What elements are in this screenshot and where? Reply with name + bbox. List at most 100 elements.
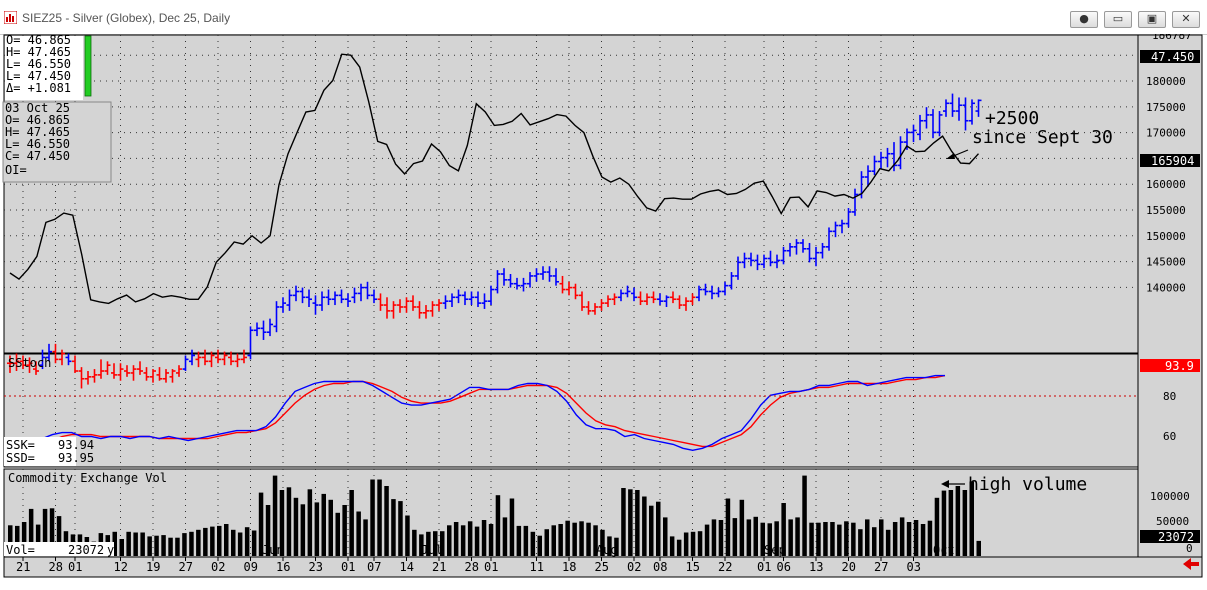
volume-bar	[656, 501, 661, 556]
ohlc-bar	[189, 349, 195, 366]
x-axis-day-label: 14	[400, 560, 414, 574]
close-icon: ✕	[1181, 12, 1191, 25]
x-axis-day-label: 08	[653, 560, 667, 574]
ohlc-bar	[891, 142, 897, 172]
volume-bar	[433, 531, 438, 556]
x-axis-day-label: 02	[627, 560, 641, 574]
ohlc-bar	[683, 297, 689, 311]
ohlc-bar	[39, 349, 46, 370]
x-axis-day-label: 22	[718, 560, 732, 574]
ohlc-bar	[657, 293, 663, 306]
volume-bar	[690, 531, 696, 556]
ohlc-bar	[325, 289, 332, 306]
ohlc-change: Δ= +1.081	[6, 81, 71, 95]
volume-bar	[8, 525, 13, 556]
volume-bar	[767, 523, 772, 556]
ohlc-bar	[956, 97, 962, 121]
volume-bar	[760, 522, 765, 556]
ohlc-bar	[566, 281, 572, 296]
ohlc-bar	[280, 297, 286, 313]
volume-bar	[635, 490, 640, 556]
volume-bar	[286, 487, 292, 556]
ohlc-bar	[689, 293, 696, 306]
ohlc-bar	[897, 136, 904, 170]
silver-futures-chart[interactable]: O= 46.865 H= 47.465 L= 46.550 L= 47.450 …	[0, 34, 1207, 590]
x-axis-day-label: 11	[530, 560, 544, 574]
ohlc-bar	[228, 351, 234, 366]
ohlc-info-box	[5, 36, 83, 100]
ssk-value: 93.94	[58, 438, 94, 452]
minimize-button[interactable]: ▭	[1104, 11, 1132, 28]
volume-bar	[467, 521, 473, 556]
volume-bar	[858, 529, 863, 556]
x-axis-day-label: 03	[907, 560, 921, 574]
ohlc-bar	[137, 361, 143, 375]
ohlc-bar	[819, 242, 826, 259]
volume-bar	[509, 498, 515, 556]
ohlc-bar	[624, 285, 631, 298]
volume-bar	[15, 525, 20, 556]
price-axis-label: 145000	[1146, 256, 1186, 269]
volume-bar	[676, 539, 682, 556]
title-bar[interactable]: SIEZ25 - Silver (Globex), Dec 25, Daily …	[0, 0, 1207, 35]
volume-bar	[732, 518, 738, 556]
volume-last-value: 23072	[1158, 530, 1194, 544]
ohlc-bar	[59, 349, 65, 366]
ssk-line	[32, 374, 945, 452]
volume-bar	[551, 525, 556, 556]
annotation-high-volume: high volume	[968, 474, 1087, 495]
ohlc-bar	[910, 124, 917, 143]
ohlc-bar	[793, 239, 800, 255]
ohlc-bar	[670, 291, 676, 304]
volume-bar	[488, 524, 494, 556]
volume-bar	[516, 525, 522, 556]
volume-bar	[502, 517, 508, 556]
ohlc-bar	[553, 268, 559, 286]
maximize-icon: ▣	[1146, 12, 1158, 25]
ohlc-bar	[52, 343, 59, 364]
volume-bar	[460, 525, 466, 556]
ohlc-bar	[735, 256, 741, 280]
ohlc-bar	[845, 208, 852, 228]
right-axis-area	[1137, 34, 1203, 558]
ohlc-bar	[637, 291, 644, 306]
ohlc-bar	[429, 301, 436, 317]
maximize-button[interactable]: ▣	[1138, 11, 1166, 28]
x-axis-day-label: 27	[179, 560, 193, 574]
ohlc-bar	[468, 291, 475, 306]
ohlc-bar	[787, 242, 793, 257]
volume-bar	[663, 517, 668, 556]
databox-date: 03 Oct 25	[5, 101, 70, 115]
volume-bar	[182, 533, 187, 556]
close-button[interactable]: ✕	[1172, 11, 1200, 28]
price-panel	[3, 34, 1139, 354]
volume-bar	[697, 531, 703, 556]
ohlc-bar	[800, 239, 806, 253]
ohlc-bar	[592, 303, 598, 315]
volume-bar	[628, 489, 633, 556]
ohlc-bar	[267, 318, 273, 337]
ohlc-bar	[91, 369, 98, 383]
x-axis-day-label: 12	[114, 560, 128, 574]
red-left-arrow-icon[interactable]	[1183, 558, 1199, 570]
price-axis-label: 155000	[1146, 204, 1186, 217]
ohlc-bar	[644, 293, 650, 306]
chart-app-icon	[4, 11, 17, 24]
volume-bar	[42, 508, 48, 556]
volume-bar	[161, 535, 166, 556]
volume-bar	[711, 519, 717, 556]
ohlc-open: O= 46.865	[6, 34, 71, 47]
volume-bar	[558, 524, 563, 556]
ohlc-bar	[371, 289, 377, 304]
volume-bar	[892, 522, 898, 556]
ohlc-bar	[936, 111, 943, 137]
record-button[interactable]: ●	[1070, 11, 1098, 28]
volume-bar	[802, 475, 807, 556]
volume-bar	[941, 490, 947, 556]
last-oi-value: 165904	[1151, 154, 1194, 168]
ohlc-bar	[917, 114, 923, 141]
ohlc-bar	[72, 355, 78, 373]
ohlc-bar	[767, 250, 774, 267]
volume-bar	[440, 531, 445, 556]
ohlc-bar	[488, 285, 494, 306]
